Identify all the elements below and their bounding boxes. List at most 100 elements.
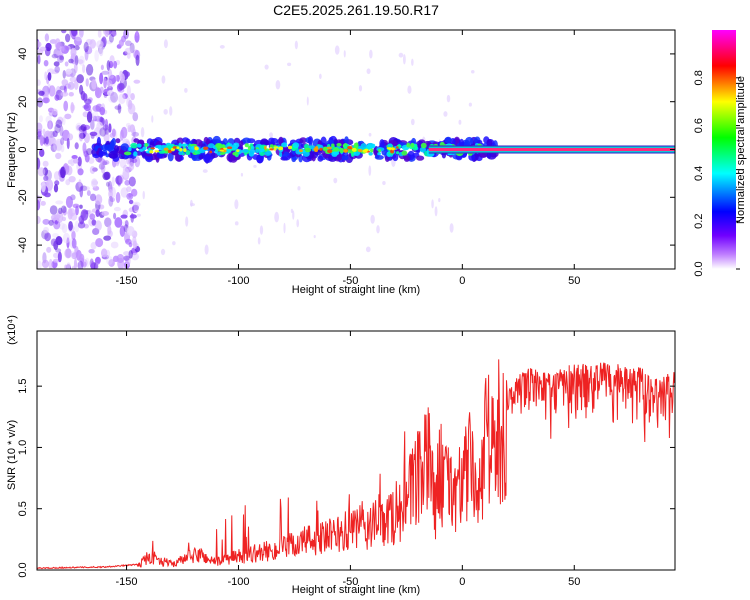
noise-blob — [105, 181, 110, 187]
noise-blob — [125, 221, 130, 228]
noise-blob — [53, 171, 60, 181]
noise-blob — [126, 225, 135, 236]
snr-frame — [36, 330, 676, 571]
faint-blob — [443, 111, 448, 117]
noise-blob — [132, 112, 139, 122]
noise-blob — [111, 128, 116, 137]
band-blob-core — [249, 143, 254, 147]
noise-blob — [85, 78, 89, 87]
band-blob-core — [304, 147, 312, 153]
band-blob-core — [133, 151, 138, 157]
noise-blob — [85, 148, 93, 156]
noise-blob — [55, 236, 63, 246]
noise-blob — [53, 220, 61, 230]
noise-blob — [99, 106, 106, 116]
band-blob-core — [331, 143, 335, 148]
noise-blob — [37, 215, 41, 225]
noise-blob — [53, 139, 58, 152]
faint-blob — [449, 223, 454, 233]
noise-blob — [61, 46, 65, 53]
noise-blob — [50, 214, 58, 221]
band-blob-outer — [341, 155, 349, 161]
spectrogram-y-tick-label: -40 — [17, 237, 29, 253]
snr-x-tick-label: -100 — [227, 576, 249, 588]
colorbar-tick-label: 0.0 — [693, 261, 705, 276]
noise-blob — [121, 264, 125, 269]
band-blob-peak — [203, 146, 209, 150]
noise-blob — [107, 79, 113, 89]
noise-blob — [55, 200, 64, 205]
faint-blob — [234, 199, 239, 210]
band-blob-core — [138, 148, 145, 152]
noise-blob — [100, 162, 106, 174]
noise-blob — [52, 233, 59, 238]
band-blob-outer — [252, 154, 260, 160]
band-blob-peak — [227, 146, 233, 150]
noise-blob — [88, 248, 95, 254]
band-blob-peak — [149, 150, 154, 154]
noise-blob — [77, 156, 82, 167]
band-blob-core — [410, 142, 415, 148]
snr-y-ticks: 0.0 0.5 1.0 1.5 — [17, 379, 675, 578]
noise-blob — [71, 155, 78, 160]
noise-blob — [57, 54, 65, 63]
faint-blob — [458, 119, 462, 125]
spectrogram-x-tick-label: -100 — [227, 275, 249, 287]
colorbar-tick-label: 0.8 — [693, 70, 705, 85]
noise-blob — [114, 105, 122, 110]
noise-blob — [95, 86, 100, 97]
colorbar: 0.0 0.2 0.4 0.6 0.8 Normalized spectral ampl… — [693, 30, 747, 277]
noise-blob — [118, 39, 124, 47]
noise-blob — [61, 45, 69, 54]
faint-blob — [358, 85, 363, 92]
noise-blob — [60, 166, 66, 179]
noise-blob — [40, 200, 46, 206]
band-blob-outer — [153, 152, 158, 157]
noise-blob — [82, 261, 87, 268]
noise-blob — [108, 189, 113, 199]
band-blob-peak — [278, 146, 284, 151]
band-blob-outer — [486, 138, 493, 147]
noise-blob — [50, 143, 57, 153]
band-blob-core — [395, 151, 400, 155]
noise-blob — [113, 206, 121, 212]
band-blob-core — [250, 146, 255, 150]
spectrogram-y-tick-label: 0 — [17, 146, 29, 152]
faint-blob — [240, 172, 244, 177]
noise-blob — [125, 40, 132, 47]
noise-blob — [60, 91, 69, 97]
faint-blob — [407, 85, 412, 94]
band-blob-peak — [167, 149, 172, 154]
noise-blob — [82, 104, 89, 109]
noise-blob — [106, 60, 111, 71]
noise-blob — [92, 105, 101, 112]
noise-blob — [108, 123, 112, 133]
noise-blob — [37, 97, 44, 108]
colorbar-tick-label: 0.4 — [693, 166, 705, 181]
chart-title: C2E5.2025.261.19.50.R17 — [273, 2, 439, 18]
spectrogram-x-tick-label: 50 — [568, 275, 580, 287]
noise-blob — [94, 220, 102, 232]
noise-blob — [82, 142, 87, 154]
faint-blob — [161, 75, 166, 84]
band-blob-core — [221, 144, 226, 149]
faint-blob — [234, 221, 239, 226]
band-blob-outer — [179, 155, 184, 161]
band-blob-peak — [364, 148, 369, 152]
noise-blob — [96, 40, 104, 49]
faint-blob — [290, 208, 294, 214]
noise-blob — [91, 178, 98, 188]
faint-blob — [269, 132, 273, 138]
noise-blob — [110, 91, 119, 103]
noise-blob — [112, 255, 119, 263]
noise-blob — [54, 123, 61, 134]
faint-blob — [292, 210, 295, 220]
faint-blob — [189, 199, 193, 207]
faint-blob — [402, 54, 406, 65]
noise-blob — [37, 167, 46, 177]
snr-x-tick-label: -150 — [116, 576, 138, 588]
noise-blob — [126, 85, 131, 98]
band-blob-core — [377, 152, 381, 156]
noise-blob — [106, 40, 113, 45]
noise-blob — [107, 90, 115, 97]
